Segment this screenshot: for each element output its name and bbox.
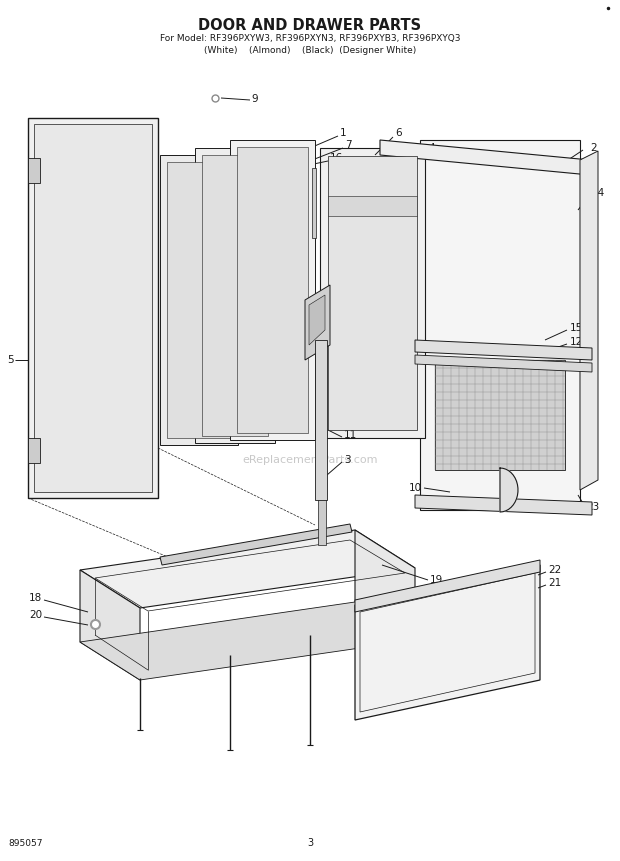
Text: 7: 7 [345, 140, 352, 150]
Polygon shape [435, 360, 565, 470]
Polygon shape [80, 602, 415, 680]
Polygon shape [237, 147, 308, 433]
Polygon shape [167, 162, 231, 438]
Polygon shape [80, 570, 140, 680]
Polygon shape [355, 560, 540, 612]
Polygon shape [195, 148, 275, 443]
Text: 5: 5 [7, 355, 14, 365]
Text: 19: 19 [430, 575, 443, 585]
Text: DOOR AND DRAWER PARTS: DOOR AND DRAWER PARTS [198, 18, 422, 33]
Text: eReplacementParts.com: eReplacementParts.com [242, 455, 378, 465]
Polygon shape [202, 155, 268, 436]
Polygon shape [315, 340, 327, 500]
Polygon shape [160, 524, 352, 565]
Text: 15: 15 [570, 323, 583, 333]
Text: 1: 1 [340, 128, 347, 138]
Polygon shape [415, 495, 592, 515]
Polygon shape [328, 156, 417, 430]
Text: 23: 23 [586, 502, 600, 512]
Polygon shape [80, 530, 415, 608]
Polygon shape [415, 340, 592, 360]
Text: 895057: 895057 [8, 839, 43, 848]
Polygon shape [420, 140, 580, 510]
Text: 2: 2 [590, 143, 596, 153]
Polygon shape [28, 438, 40, 463]
Text: 11: 11 [344, 430, 357, 440]
Text: 18: 18 [29, 593, 42, 603]
Polygon shape [415, 355, 592, 372]
Polygon shape [355, 530, 415, 640]
Polygon shape [28, 158, 40, 183]
Polygon shape [328, 196, 417, 216]
Polygon shape [500, 468, 518, 512]
Polygon shape [318, 360, 326, 545]
Polygon shape [309, 295, 325, 345]
Text: 3: 3 [307, 838, 313, 848]
Text: 21: 21 [548, 578, 561, 588]
Text: 3: 3 [344, 455, 351, 465]
Text: 6: 6 [395, 128, 402, 138]
Text: 14: 14 [592, 188, 605, 198]
Text: 4: 4 [428, 143, 435, 153]
Text: 16: 16 [330, 153, 343, 163]
Polygon shape [160, 155, 238, 445]
Polygon shape [28, 118, 158, 498]
Text: 12: 12 [570, 337, 583, 347]
Polygon shape [305, 285, 330, 360]
Text: 8: 8 [278, 340, 285, 350]
Text: 22: 22 [548, 565, 561, 575]
Text: 20: 20 [29, 610, 42, 620]
Polygon shape [230, 140, 315, 440]
Polygon shape [355, 565, 540, 720]
Polygon shape [312, 168, 316, 238]
Text: 9: 9 [251, 94, 258, 104]
Polygon shape [320, 148, 425, 438]
Polygon shape [580, 151, 598, 490]
Polygon shape [380, 140, 590, 175]
Text: For Model: RF396PXYW3, RF396PXYN3, RF396PXYB3, RF396PXYQ3: For Model: RF396PXYW3, RF396PXYN3, RF396… [160, 34, 460, 43]
Polygon shape [34, 124, 152, 492]
Text: 10: 10 [409, 483, 422, 493]
Text: (White)    (Almond)    (Black)  (Designer White): (White) (Almond) (Black) (Designer White… [204, 46, 416, 55]
